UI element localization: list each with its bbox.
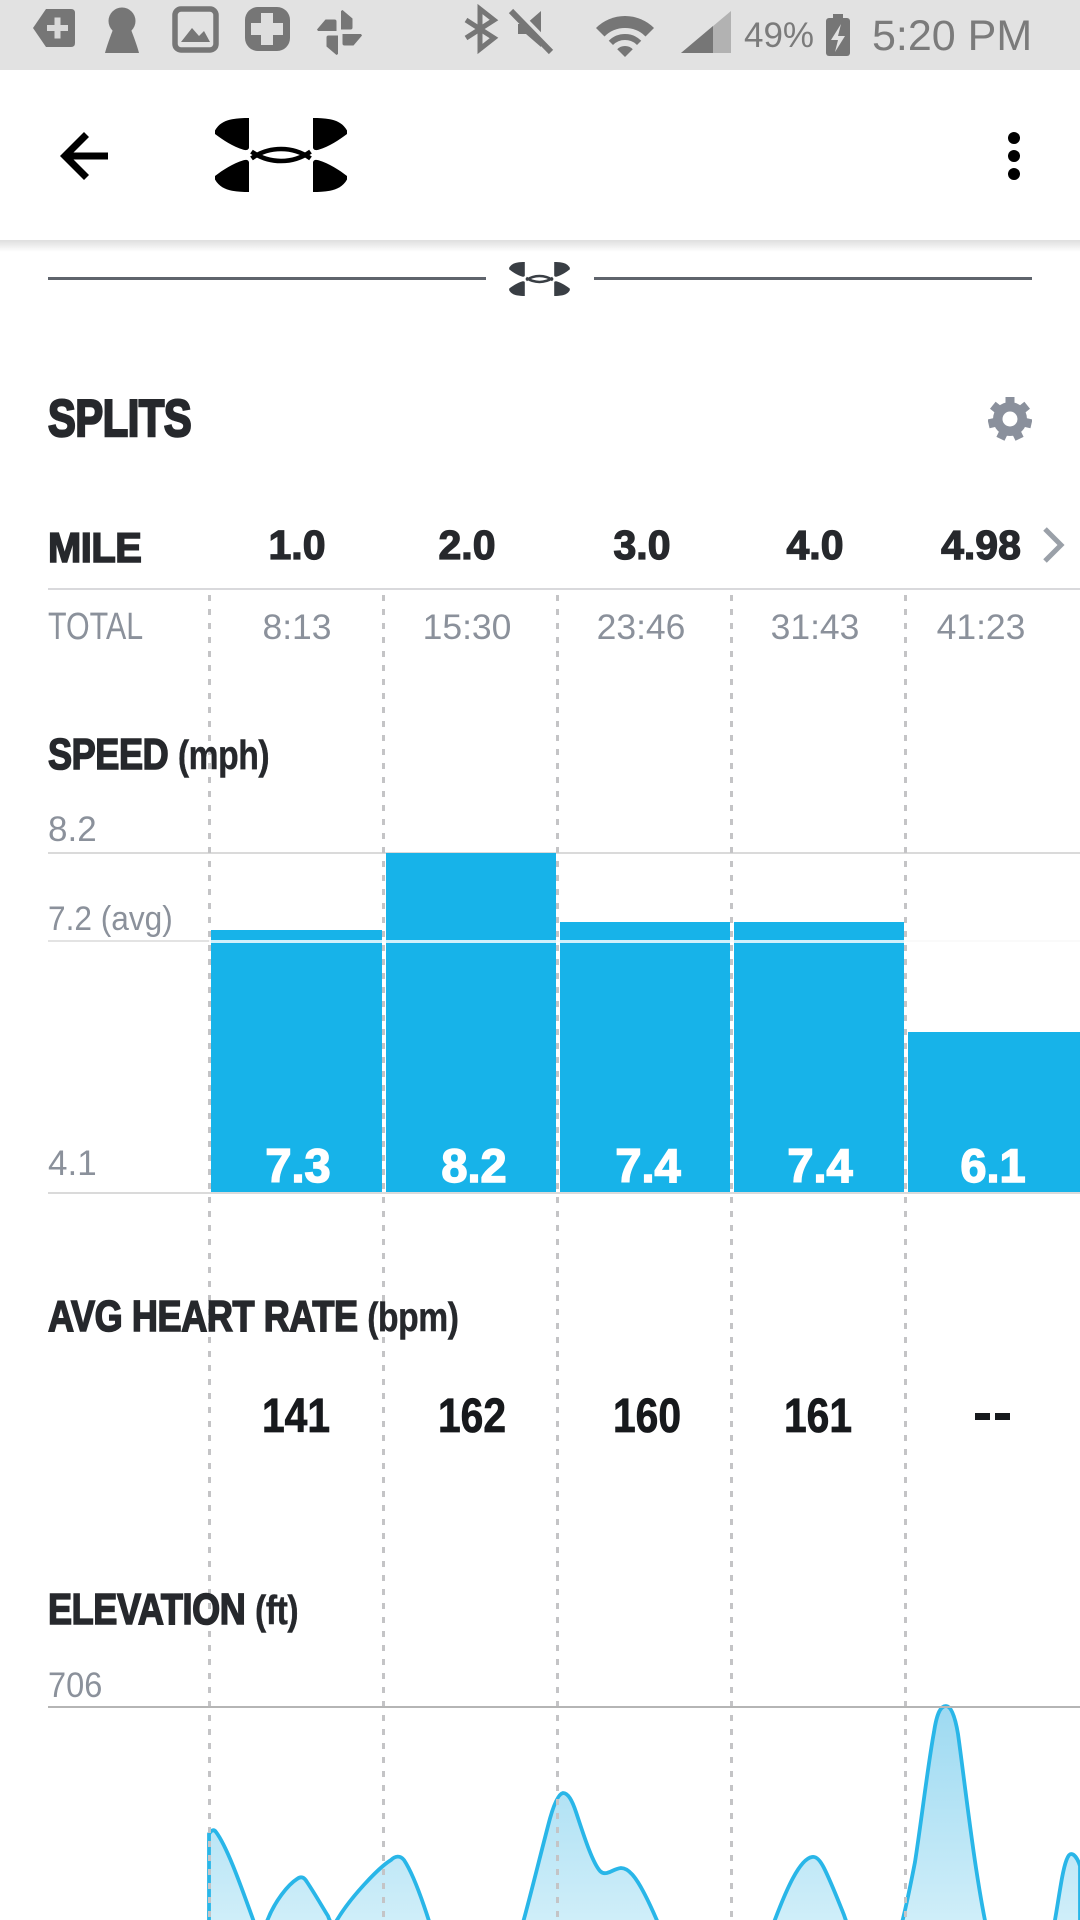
svg-text:49%: 49% [744, 16, 814, 55]
svg-text:5:20 PM: 5:20 PM [872, 12, 1032, 60]
